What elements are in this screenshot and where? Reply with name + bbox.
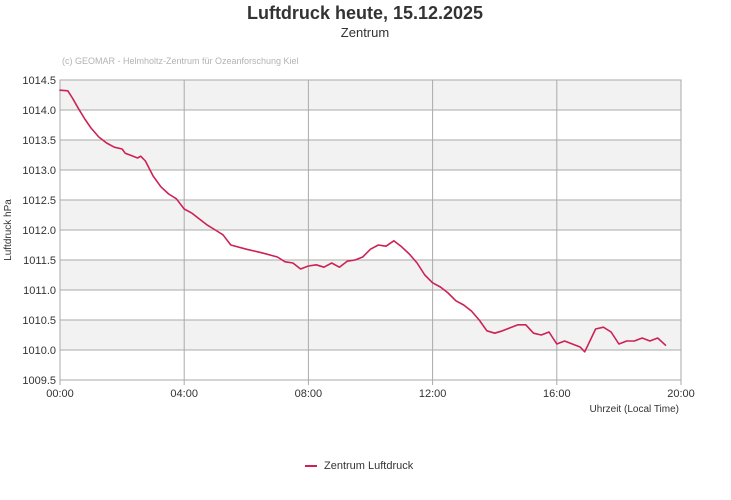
x-axis-title: Uhrzeit (Local Time) [590, 404, 679, 415]
plot-frame [59, 79, 682, 381]
series-line-zentrum-luftdruck[interactable] [59, 89, 667, 353]
grid-band [60, 140, 681, 170]
legend-label: Zentrum Luftdruck [324, 460, 414, 472]
y-tick-label: 1013.0 [22, 165, 56, 177]
y-tick-label: 1014.0 [22, 105, 56, 117]
x-tick-label: 20:00 [667, 388, 695, 400]
series-group [59, 89, 667, 353]
x-axis-ticks: 00:00 04:00 08:00 12:00 16:00 20:00 [46, 380, 695, 400]
chart-title: Luftdruck heute, 15.12.2025 [247, 3, 483, 23]
chart-subtitle: Zentrum [341, 25, 389, 40]
y-tick-label: 1010.0 [22, 345, 56, 357]
grid-band [60, 80, 681, 110]
y-tick-label: 1011.5 [23, 255, 56, 267]
x-tick-label: 12:00 [419, 388, 447, 400]
grid-band [60, 200, 681, 230]
y-tick-label: 1010.5 [22, 315, 56, 327]
x-tick-label: 04:00 [170, 388, 198, 400]
chart-credit: (c) GEOMAR - Helmholtz-Zentrum für Ozean… [62, 56, 299, 66]
x-tick-label: 08:00 [295, 388, 323, 400]
y-tick-label: 1009.5 [22, 375, 56, 387]
legend[interactable]: Zentrum Luftdruck [305, 460, 414, 472]
y-tick-label: 1012.0 [22, 225, 56, 237]
x-tick-label: 00:00 [46, 388, 74, 400]
y-tick-label: 1012.5 [22, 195, 56, 207]
grid-band [60, 260, 681, 290]
grid-band [60, 320, 681, 350]
x-tick-label: 16:00 [543, 388, 571, 400]
y-tick-label: 1011.0 [23, 285, 56, 297]
y-axis-title: Luftdruck hPa [3, 199, 14, 261]
y-tick-label: 1013.5 [22, 135, 56, 147]
y-axis-ticks: 1009.5 1010.0 1010.5 1011.0 1011.5 1012.0 1012… [22, 75, 56, 387]
y-tick-label: 1014.5 [22, 75, 56, 87]
plot-bands [60, 80, 681, 350]
